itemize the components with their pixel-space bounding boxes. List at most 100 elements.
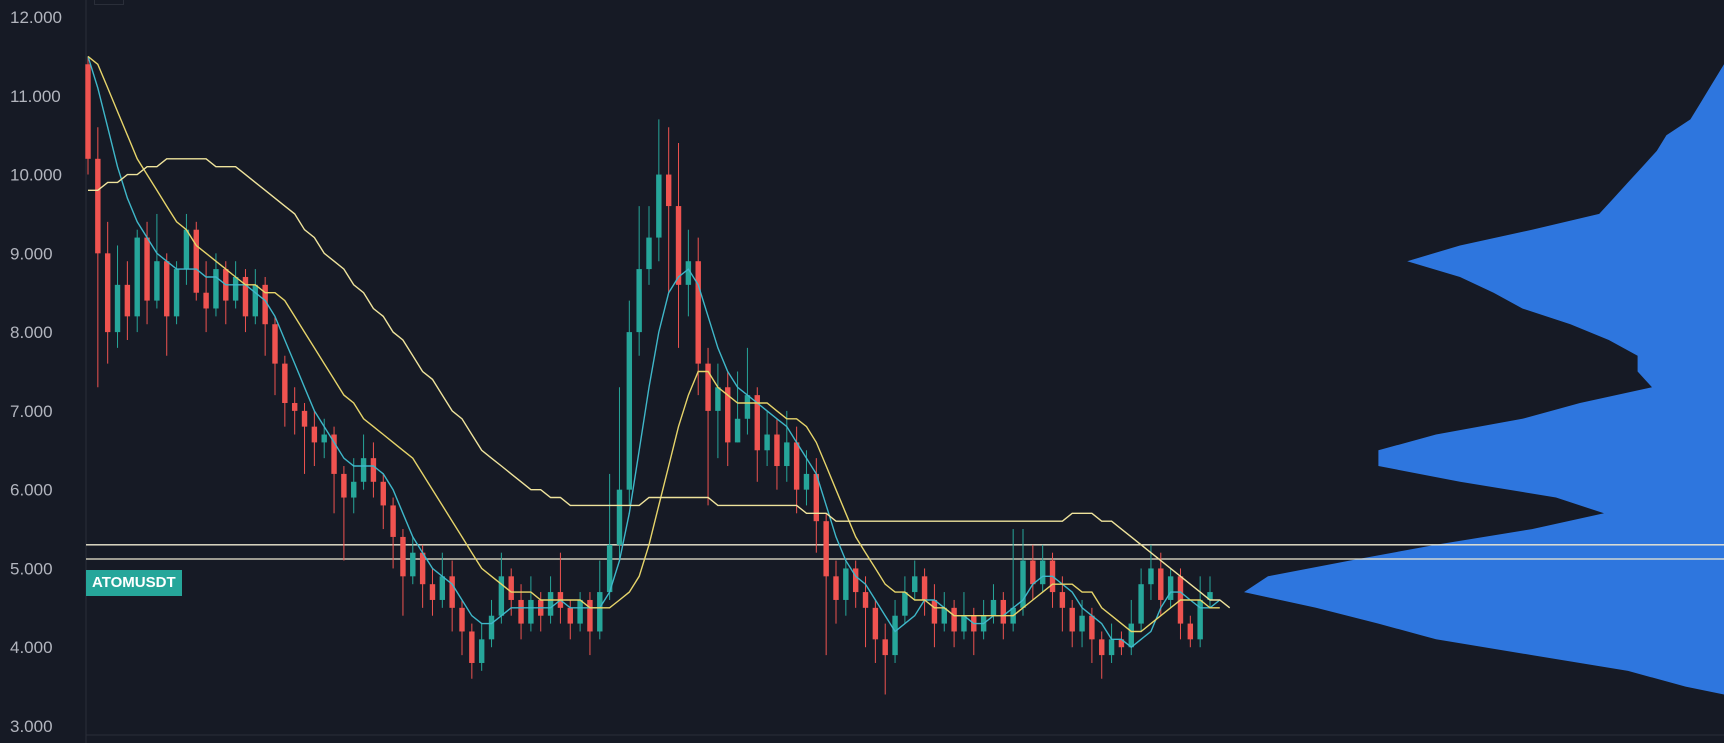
- candle-body: [144, 237, 150, 301]
- candle-body: [400, 536, 406, 577]
- price-tick-label: 12.000: [10, 8, 62, 27]
- candle-body: [232, 276, 239, 301]
- candle-body: [1167, 576, 1174, 600]
- candle-body: [725, 387, 731, 443]
- candle-body: [990, 599, 997, 616]
- candle-body: [862, 592, 869, 608]
- candle-body: [951, 607, 957, 632]
- candle-body: [429, 584, 436, 600]
- candle-body: [439, 576, 446, 600]
- candle-body: [124, 284, 131, 317]
- candle-body: [1079, 615, 1085, 632]
- candle-body: [498, 576, 505, 616]
- candle-body: [252, 284, 259, 317]
- candle-body: [419, 552, 426, 585]
- candle-body: [1108, 639, 1115, 656]
- candle-body: [626, 332, 633, 490]
- candle-body: [744, 395, 751, 419]
- candle-body: [1187, 623, 1194, 640]
- candle-body: [1138, 584, 1144, 624]
- candle-body: [656, 174, 662, 238]
- candle-body: [291, 403, 298, 411]
- candle-body: [203, 292, 209, 309]
- candle-body: [85, 64, 91, 159]
- candle-body: [892, 615, 898, 656]
- candle-body: [351, 481, 357, 498]
- candle-body: [902, 592, 908, 616]
- candle-body: [173, 269, 180, 317]
- candle-body: [843, 568, 849, 600]
- price-tick-label: 9.000: [10, 244, 53, 263]
- candle-body: [606, 544, 613, 593]
- candle-body: [705, 363, 711, 411]
- candle-body: [577, 599, 583, 624]
- candle-body: [1020, 560, 1026, 608]
- candle-body: [636, 269, 642, 333]
- candle-body: [508, 576, 514, 600]
- volume-profile-area: [1244, 64, 1724, 695]
- candle-body: [764, 434, 770, 451]
- candle-body: [390, 505, 396, 537]
- candle-body: [1030, 560, 1036, 585]
- volume-profile: [1244, 64, 1724, 695]
- price-axis[interactable]: 12.000 11.000 10.000 9.000 8.000 7.000 6.000 5.…: [10, 8, 62, 736]
- candle-body: [961, 615, 967, 632]
- candle-body: [213, 269, 219, 309]
- candle-body: [410, 552, 416, 577]
- candle-body: [301, 410, 308, 427]
- candle-body: [488, 615, 495, 640]
- candle-body: [587, 599, 593, 632]
- candle-body: [931, 599, 938, 624]
- candle-body: [1039, 560, 1046, 585]
- candle-body: [547, 592, 554, 616]
- candle-body: [282, 363, 288, 404]
- moving-averages: [87, 55, 1231, 649]
- candle-body: [685, 261, 692, 285]
- candle-body: [1059, 592, 1066, 608]
- candle-body: [567, 607, 573, 624]
- candle-body: [813, 473, 820, 522]
- candle-body: [912, 576, 918, 593]
- price-tick-label: 5.000: [10, 559, 53, 578]
- candle-body: [321, 434, 327, 443]
- candle-body: [597, 592, 603, 632]
- ma-fast-line: [87, 56, 1221, 649]
- candle-body: [882, 639, 888, 656]
- candle-body: [459, 607, 465, 632]
- candle-body: [754, 395, 760, 451]
- candle-body: [272, 324, 278, 364]
- candle-body: [380, 481, 386, 506]
- candle-body: [262, 284, 268, 325]
- candle-body: [518, 599, 524, 624]
- candle-body: [646, 237, 652, 270]
- candle-body: [528, 599, 534, 624]
- candle-body: [833, 576, 839, 600]
- candle-body: [478, 639, 485, 663]
- candle-body: [616, 489, 623, 545]
- candle-body: [823, 521, 829, 577]
- candle-body: [695, 261, 701, 364]
- candle-body: [114, 284, 121, 333]
- price-tick-label: 6.000: [10, 481, 53, 500]
- candle-body: [370, 458, 377, 482]
- candle-body: [1000, 599, 1007, 624]
- candle-body: [1069, 607, 1075, 632]
- candle-body: [360, 458, 367, 482]
- candle-body: [1197, 599, 1203, 640]
- candle-body: [95, 158, 101, 254]
- pane-control-box[interactable]: [94, 0, 124, 5]
- candle-body: [242, 276, 249, 317]
- candle-body: [803, 473, 810, 490]
- candle-body: [675, 206, 682, 285]
- price-tick-label: 8.000: [10, 323, 53, 342]
- candle-body: [921, 576, 928, 600]
- candle-body: [183, 229, 190, 270]
- candle-body: [154, 261, 160, 301]
- candle-body: [341, 473, 347, 498]
- price-tick-label: 11.000: [10, 87, 61, 106]
- candle-body: [104, 253, 111, 333]
- candle-body: [193, 229, 199, 293]
- symbol-badge: ATOMUSDT: [86, 570, 182, 596]
- horizontal-levels[interactable]: [86, 544, 1724, 560]
